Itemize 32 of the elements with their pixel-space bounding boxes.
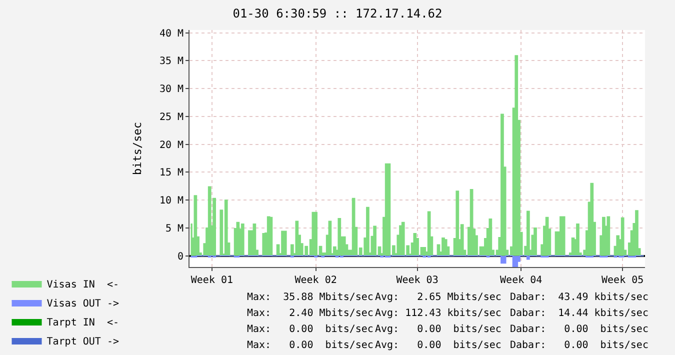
legend-label: Tarpt IN <- (46, 317, 119, 328)
text: Max: 35.88 Mbits/sec (247, 292, 374, 303)
y-tick-label: 10 M (159, 196, 184, 207)
x-tick-label: Week 05 (602, 275, 644, 286)
legend-label: Tarpt OUT -> (46, 336, 119, 348)
x-tick-label: Week 03 (396, 275, 438, 286)
x-tick-label: Week 02 (294, 275, 337, 286)
text: Max: 0.00 bits/sec (247, 340, 374, 351)
text: Dabar: 0.00 bits/sec (510, 324, 648, 335)
text: Dabar: 14.44 kbits/sec (510, 308, 648, 319)
y-tick-label: 0 (178, 251, 184, 262)
text: Max: 2.40 Mbits/sec (247, 308, 374, 319)
text: Max: 0.00 bits/sec (247, 324, 374, 335)
y-tick-label: 30 M (159, 84, 184, 96)
text: Avg: 0.00 bits/sec (375, 324, 502, 335)
y-tick-label: 20 M (159, 140, 184, 151)
text: Avg: 2.65 Mbits/sec (375, 292, 502, 303)
x-tick-label: Week 01 (190, 275, 234, 286)
x-tick-label: Week 04 (500, 275, 542, 286)
chart-title: 01-30 6:30:59 :: 172.17.14.62 (232, 6, 442, 20)
legend-label: Visas OUT -> (46, 298, 119, 310)
y-tick-label: 25 M (159, 112, 184, 123)
y-axis-title: bits/sec (131, 122, 144, 175)
y-tick-label: 15 M (159, 168, 184, 179)
legend-label: Visas IN <- (46, 279, 119, 290)
text: Avg: 112.43 kbits/sec (375, 308, 502, 319)
text: Dabar: 0.00 bits/sec (510, 340, 648, 351)
text: Avg: 0.00 bits/sec (375, 340, 502, 351)
y-tick-label: 35 M (159, 56, 184, 68)
text: Dabar: 43.49 kbits/sec (510, 292, 648, 303)
y-tick-label: 40 M (159, 28, 184, 40)
y-tick-label: 5 M (165, 223, 184, 234)
